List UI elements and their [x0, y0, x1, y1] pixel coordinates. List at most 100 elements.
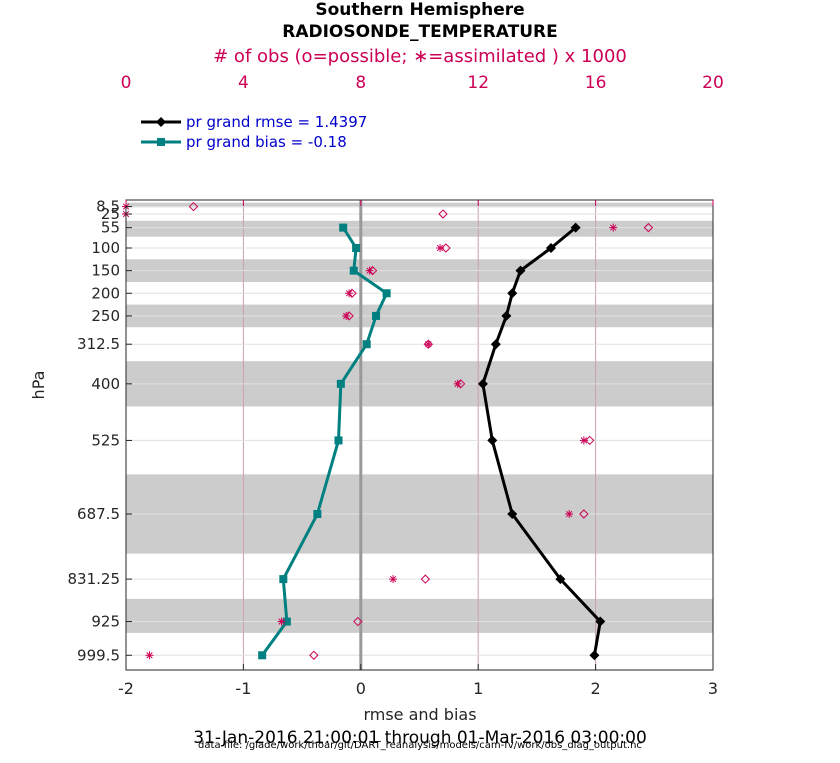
rmse-point-1	[545, 242, 556, 253]
y-tick-label-13: 999.5	[77, 646, 120, 664]
x-axis-label: rmse and bias	[363, 705, 476, 724]
rmse-point-5	[490, 339, 501, 350]
asterisk-stroke	[342, 312, 350, 320]
x-tick-label-5: 3	[708, 679, 718, 698]
x-tick-label-1: -1	[235, 679, 251, 698]
rmse-point-0	[570, 222, 581, 233]
bias-point-8	[313, 510, 322, 519]
obs-assimilated-5	[345, 289, 354, 298]
asterisk-stroke	[146, 652, 153, 659]
y-tick-label-0: 8.5	[96, 198, 120, 216]
x-axis-ticks: -2 -1 0 1 2 3	[118, 664, 718, 698]
obs-possible-3	[441, 243, 451, 253]
asterisk-stroke	[610, 224, 617, 231]
bias-point-6	[336, 379, 345, 388]
asterisk-stroke	[566, 510, 573, 518]
obs-assimilated-13	[145, 651, 154, 660]
x-tick-label-2: 0	[356, 679, 366, 698]
legend-bias-marker	[157, 138, 165, 146]
asterisk-stroke	[436, 244, 444, 252]
top-tick-label-3: 12	[467, 73, 489, 93]
bias-point-11	[258, 651, 267, 660]
bias-point-4	[372, 311, 381, 320]
rmse-point-4	[501, 310, 512, 321]
top-tick-label-2: 8	[355, 73, 366, 93]
obs-assimilated-4	[365, 266, 374, 275]
asterisk-stroke	[425, 341, 432, 348]
obs-possible-2	[643, 222, 654, 233]
band-1	[126, 220, 713, 237]
obs-possible-9	[585, 435, 595, 446]
obs-assimilated-8	[453, 379, 462, 388]
obs-possible-0	[188, 201, 199, 212]
bias-point-2	[349, 266, 358, 275]
legend-rmse-text: pr grand rmse = 1.4397	[186, 113, 367, 131]
y-tick-label-7: 312.5	[77, 335, 120, 353]
chart-title: Southern Hemisphere	[315, 0, 524, 20]
bias-point-10	[282, 617, 291, 626]
y-tick-label-10: 687.5	[77, 505, 120, 523]
y-tick-label-1: 25	[101, 205, 120, 223]
date-range: 31-Jan-2016 21:00:01 through 01-Mar-2016…	[193, 728, 647, 748]
top-tick-label-0: 0	[121, 73, 132, 93]
y-tick-label-6: 250	[91, 307, 120, 325]
top-tick-label-4: 16	[585, 73, 607, 93]
obs-assimilated-6	[342, 311, 351, 320]
rmse-point-7	[487, 435, 498, 446]
obs-possible-1	[438, 209, 448, 219]
obs-assimilated-7	[424, 340, 433, 349]
top-axis-ticks: 0 4 8 12 16 20	[121, 73, 724, 206]
rmse-point-2	[515, 265, 526, 276]
obs-possible-12	[353, 616, 363, 627]
obs-possible-7	[423, 339, 434, 349]
bias-point-3	[382, 289, 391, 298]
y-tick-label-2: 55	[101, 219, 120, 237]
obs-assimilated-12	[277, 617, 286, 626]
rmse-point-10	[595, 616, 606, 627]
obs-assimilated-11	[389, 575, 398, 584]
y-tick-label-8: 400	[91, 375, 120, 393]
plot-frame	[125, 199, 714, 671]
rmse-point-6	[477, 378, 488, 389]
bias-point-5	[362, 340, 371, 349]
obs-assimilated-9	[579, 436, 588, 445]
obs-assimilated-2	[609, 223, 618, 232]
bias-point-7	[334, 436, 343, 445]
obs-possible-13	[309, 650, 319, 660]
top-axis-label: # of obs (o=possible; ∗=assimilated ) x …	[213, 46, 627, 67]
asterisk-stroke	[389, 575, 397, 583]
bias-point-0	[339, 223, 348, 232]
y-tick-label-5: 200	[91, 284, 120, 302]
obs-possible-11	[420, 574, 431, 584]
rmse-point-11	[589, 650, 600, 661]
top-tick-label-1: 4	[238, 73, 249, 93]
chart-subtitle: RADIOSONDE_TEMPERATURE	[282, 22, 558, 42]
legend: pr grand rmse = 1.4397 pr grand bias = -…	[141, 113, 367, 151]
asterisk-stroke	[580, 437, 588, 444]
asterisk-stroke	[278, 618, 285, 625]
rmse-point-8	[507, 509, 518, 520]
bias-point-9	[279, 575, 288, 584]
y-tick-label-4: 150	[91, 262, 120, 280]
asterisk-stroke	[366, 267, 373, 274]
y-tick-label-11: 831.25	[68, 570, 121, 588]
x-tick-label-3: 1	[473, 679, 483, 698]
band-0	[126, 202, 713, 208]
obs-assimilated-3	[436, 243, 445, 252]
obs-assimilated-10	[565, 510, 574, 519]
y-tick-label-3: 100	[91, 239, 120, 257]
series-lines	[258, 222, 606, 661]
asterisk-stroke	[454, 380, 461, 387]
obs-possible-10	[579, 509, 589, 519]
x-tick-label-0: -2	[118, 679, 134, 698]
asterisk-stroke	[345, 290, 353, 297]
y-tick-label-9: 525	[91, 431, 120, 449]
rmse-point-3	[507, 288, 518, 299]
band-6	[126, 598, 713, 633]
legend-rmse-marker	[156, 117, 166, 127]
x-tick-label-4: 2	[591, 679, 601, 698]
y-axis-label: hPa	[29, 371, 48, 400]
rmse-point-9	[555, 574, 566, 585]
